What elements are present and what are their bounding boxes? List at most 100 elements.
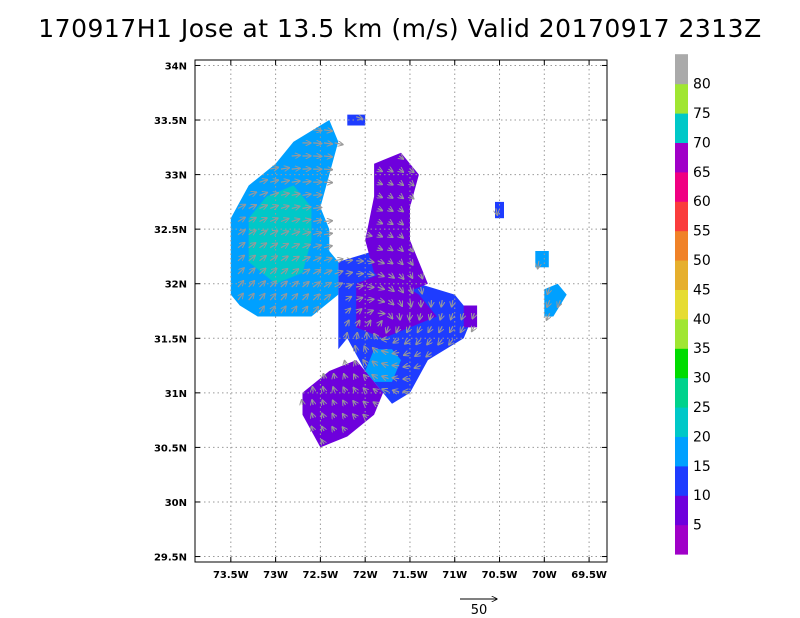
- wind-vector: [259, 192, 268, 195]
- wind-vector: [323, 283, 331, 288]
- wind-vector: [269, 294, 276, 301]
- wind-vector: [389, 287, 395, 291]
- wind-vector: [372, 375, 378, 379]
- wind-vector: [378, 169, 383, 171]
- colorbar-swatch: [675, 113, 688, 143]
- wind-vector: [409, 313, 410, 320]
- wind-vector: [346, 333, 348, 340]
- wind-vector: [496, 208, 498, 215]
- wind-vector: [259, 218, 268, 222]
- wind-vector: [377, 261, 385, 264]
- wind-vector: [389, 300, 394, 305]
- wind-vector: [346, 308, 351, 313]
- wind-vector: [414, 366, 421, 369]
- colorbar-label: 30: [693, 371, 711, 387]
- wind-vector: [321, 440, 324, 445]
- colorbar-swatch: [675, 201, 688, 232]
- wind-vector: [291, 168, 301, 169]
- colorbar-swatch: [675, 377, 688, 408]
- wind-vector: [416, 339, 421, 344]
- wind-vector: [291, 155, 301, 156]
- wind-vector: [363, 401, 367, 405]
- wind-vector: [237, 281, 244, 288]
- wind-vector: [270, 193, 278, 196]
- wind-vector: [280, 219, 289, 222]
- wind-vector: [237, 243, 245, 248]
- x-tick-label: 73.5W: [213, 570, 249, 581]
- wind-vector: [410, 299, 411, 307]
- wind-vector: [389, 208, 393, 211]
- wind-region-east-patch-b: [535, 251, 549, 268]
- wind-vector: [403, 366, 411, 367]
- wind-vector: [472, 313, 474, 319]
- colorbar-swatch: [675, 348, 688, 379]
- wind-vector: [399, 299, 402, 306]
- wind-vector: [259, 230, 267, 234]
- wind-vector: [312, 400, 313, 405]
- wind-vector: [440, 313, 442, 320]
- wind-vector: [418, 326, 421, 332]
- wind-vector: [312, 294, 319, 301]
- wind-vector: [343, 414, 346, 418]
- wind-vector: [280, 281, 287, 288]
- gridlines: [195, 60, 607, 562]
- x-tick-label: 72W: [353, 570, 378, 581]
- wind-vector: [392, 378, 400, 379]
- wind-vector: [363, 415, 367, 418]
- wind-vector: [377, 274, 385, 277]
- wind-vector: [366, 274, 374, 275]
- wind-vector: [323, 246, 332, 248]
- wind-vector: [451, 313, 453, 320]
- wind-vector: [333, 400, 335, 405]
- wind-vector: [356, 333, 357, 340]
- x-axis-ticks: 73.5W 73W 72.5W 72W 71.5W 71W 70.5W 70W 69.5W: [213, 60, 607, 581]
- wind-vector: [237, 205, 246, 209]
- wind-vector: [410, 261, 413, 265]
- wind-vector: [302, 194, 311, 195]
- wind-vector: [248, 255, 256, 262]
- wind-vector: [313, 387, 314, 392]
- wind-vector: [382, 389, 389, 392]
- colorbar-swatch: [675, 465, 688, 496]
- wind-vector: [356, 286, 363, 287]
- y-tick-label: 33.5N: [154, 116, 187, 127]
- wind-vector: [312, 282, 320, 287]
- wind-vector: [392, 353, 400, 354]
- wind-vector: [449, 339, 453, 345]
- wind-vector: [399, 248, 403, 252]
- wind-vector: [354, 361, 356, 366]
- wind-vector: [269, 256, 277, 261]
- wind-vector: [323, 387, 324, 392]
- wind-vector: [389, 195, 393, 198]
- wind-vector: [323, 373, 324, 378]
- wind-vector: [333, 387, 335, 392]
- wind-vector: [439, 326, 442, 332]
- wind-vector: [312, 257, 321, 260]
- wind-vector: [367, 320, 371, 327]
- wind-vector: [260, 306, 265, 314]
- wind-vector: [291, 294, 298, 301]
- wind-vector: [389, 248, 393, 251]
- wind-vector: [269, 218, 278, 221]
- wind-vector: [259, 180, 268, 183]
- reference-vector-label: 50: [471, 603, 488, 618]
- wind-vector: [334, 271, 343, 274]
- wind-vector: [428, 326, 431, 332]
- wind-vector: [410, 182, 414, 186]
- wind-vector: [343, 387, 345, 392]
- wind-vector: [364, 375, 367, 379]
- wind-region-east-patch-c: [544, 283, 567, 317]
- wind-vector: [270, 306, 275, 314]
- wind-vector: [280, 294, 287, 301]
- y-axis-ticks: 34N 33.5N 33N 32.5N 32N 31.5N 31N 30.5N 30N 29.5N: [154, 61, 607, 564]
- colorbar-label: 40: [693, 312, 711, 328]
- colorbar-label: 35: [693, 341, 711, 357]
- wind-vector: [353, 414, 357, 418]
- wind-vector: [323, 221, 332, 222]
- wind-vector: [248, 192, 257, 195]
- wind-vector: [291, 232, 300, 235]
- colorbar-swatch: [675, 142, 688, 173]
- y-tick-label: 29.5N: [154, 553, 187, 564]
- wind-vector: [353, 387, 356, 391]
- colorbar-swatch: [675, 260, 688, 290]
